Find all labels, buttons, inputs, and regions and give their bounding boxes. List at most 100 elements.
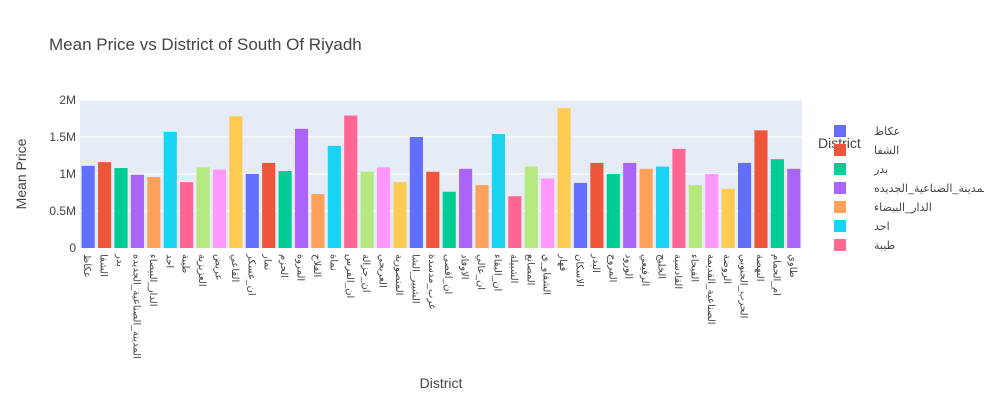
x-tick-label: عريض xyxy=(212,254,223,281)
x-tick-label: طاوي xyxy=(787,254,798,278)
x-tick-label: ان_عسكر xyxy=(245,253,256,296)
legend-item[interactable]: المدينة_الصناعية_الجديده xyxy=(834,182,984,195)
bar[interactable] xyxy=(344,115,358,248)
bar[interactable] xyxy=(770,159,784,248)
bar[interactable] xyxy=(360,171,374,248)
x-tick-label: الروضة xyxy=(721,254,732,284)
bar[interactable] xyxy=(311,193,325,248)
x-tick-label: الفيحاء xyxy=(688,254,699,282)
bar[interactable] xyxy=(81,165,95,248)
bar[interactable] xyxy=(377,167,391,248)
legend-swatch xyxy=(834,201,846,213)
bar[interactable] xyxy=(98,162,112,248)
x-tick-label: الورود xyxy=(623,254,634,279)
x-tick-label: المصانع xyxy=(524,254,535,285)
x-tick-label: ان_الفرس xyxy=(344,254,355,298)
x-tick-label: الشفا xyxy=(98,254,109,277)
x-tick-label: بدر xyxy=(114,253,125,267)
bar[interactable] xyxy=(180,182,194,248)
legend-label: الدار_البيضاء xyxy=(874,202,932,214)
x-tick-label: المروج xyxy=(606,254,617,282)
bar[interactable] xyxy=(541,178,555,248)
bar[interactable] xyxy=(590,162,604,248)
y-tick-label: 0 xyxy=(69,241,76,255)
legend-label: عكاظ xyxy=(874,126,900,138)
x-tick-label: النهضة xyxy=(754,254,765,282)
x-tick-label: الشبير_الشا xyxy=(409,254,420,304)
bar[interactable] xyxy=(262,162,276,248)
legend-item[interactable]: بدر xyxy=(834,163,888,176)
bar[interactable] xyxy=(573,182,588,248)
legend-label: بدر xyxy=(873,164,888,176)
x-tick-label: ان_البقاء xyxy=(491,254,502,291)
bar[interactable] xyxy=(409,137,423,248)
legend-item[interactable]: عكاظ xyxy=(834,125,900,138)
bar[interactable] xyxy=(623,162,637,248)
bar[interactable] xyxy=(459,168,473,248)
bar[interactable] xyxy=(163,131,177,248)
bar[interactable] xyxy=(196,167,210,248)
legend-title: District xyxy=(818,135,861,151)
bar[interactable] xyxy=(426,171,440,248)
legend-label: المدينة_الصناعية_الجديده xyxy=(874,183,984,195)
bar[interactable] xyxy=(327,145,341,248)
bar[interactable] xyxy=(705,174,719,248)
x-tick-label: المدينة_الصناعية_الجديده xyxy=(130,254,141,359)
bar[interactable] xyxy=(688,185,702,248)
bar[interactable] xyxy=(787,168,801,248)
bar[interactable] xyxy=(557,108,571,248)
bar[interactable] xyxy=(229,116,243,248)
bar[interactable] xyxy=(524,166,538,248)
bar[interactable] xyxy=(655,166,670,248)
x-tick-label: الفلاح xyxy=(311,254,322,277)
legend-swatch xyxy=(834,182,846,194)
bar[interactable] xyxy=(754,130,768,248)
x-tick-label: المروة xyxy=(295,254,306,281)
x-tick-label: الخليج xyxy=(656,254,667,279)
legend-swatch xyxy=(834,125,846,137)
bar[interactable] xyxy=(245,174,259,248)
y-tick-label: 0.5M xyxy=(49,204,76,218)
bar[interactable] xyxy=(114,168,128,248)
x-tick-label: ان_عالي xyxy=(475,254,486,290)
bar[interactable] xyxy=(491,134,505,248)
bar[interactable] xyxy=(606,174,620,248)
bar[interactable] xyxy=(475,185,489,248)
bar[interactable] xyxy=(672,148,686,248)
x-tick-labels: عكاظ الشفا بدر المدينة_الصناعية_الجديده الدا… xyxy=(81,253,798,359)
x-tick-label: ان_جزالة xyxy=(360,254,371,293)
legend-label: الشفا xyxy=(874,145,899,157)
x-tick-label: العزيزية xyxy=(196,254,207,287)
x-tick-label: المنصورية xyxy=(393,254,404,295)
bar[interactable] xyxy=(294,128,309,248)
x-tick-label: الشفاو_ي xyxy=(541,254,552,295)
bar[interactable] xyxy=(508,196,522,248)
bar[interactable] xyxy=(442,191,456,248)
legend-item[interactable]: الشفا xyxy=(834,144,899,157)
bar[interactable] xyxy=(278,171,292,248)
bar[interactable] xyxy=(147,176,161,248)
bar[interactable] xyxy=(130,174,144,248)
legend-items: عكاظ الشفا بدر المدينة_الصناعية_الجديده الدا… xyxy=(834,125,984,252)
x-tick-label: احد xyxy=(163,254,174,268)
bars xyxy=(81,108,801,248)
bar[interactable] xyxy=(721,188,735,248)
legend-item[interactable]: احد xyxy=(834,220,890,233)
x-tick-label: غرب_مدسدة xyxy=(426,254,437,309)
legend-label: طيبة xyxy=(874,240,896,252)
legend: District عكاظ الشفا بدر المدينة_الصناعية_ال… xyxy=(818,125,984,252)
y-tick-label: 1.5M xyxy=(49,130,76,144)
x-tick-label: الرفيعي xyxy=(639,254,650,286)
legend-item[interactable]: الدار_البيضاء xyxy=(834,201,932,214)
y-axis-title: Mean Price xyxy=(13,138,29,209)
bar[interactable] xyxy=(639,168,653,248)
legend-item[interactable]: طيبة xyxy=(834,239,896,252)
x-tick-label: نماة xyxy=(327,254,338,271)
x-tick-label: ان_اقصى xyxy=(442,254,453,294)
bar[interactable] xyxy=(738,162,752,248)
bar[interactable] xyxy=(393,182,407,248)
y-tick-label: 1M xyxy=(59,167,76,181)
bar[interactable] xyxy=(212,169,227,248)
x-tick-label: ام_الحمام xyxy=(770,254,781,296)
chart-title: Mean Price vs District of South Of Riyad… xyxy=(49,35,362,54)
